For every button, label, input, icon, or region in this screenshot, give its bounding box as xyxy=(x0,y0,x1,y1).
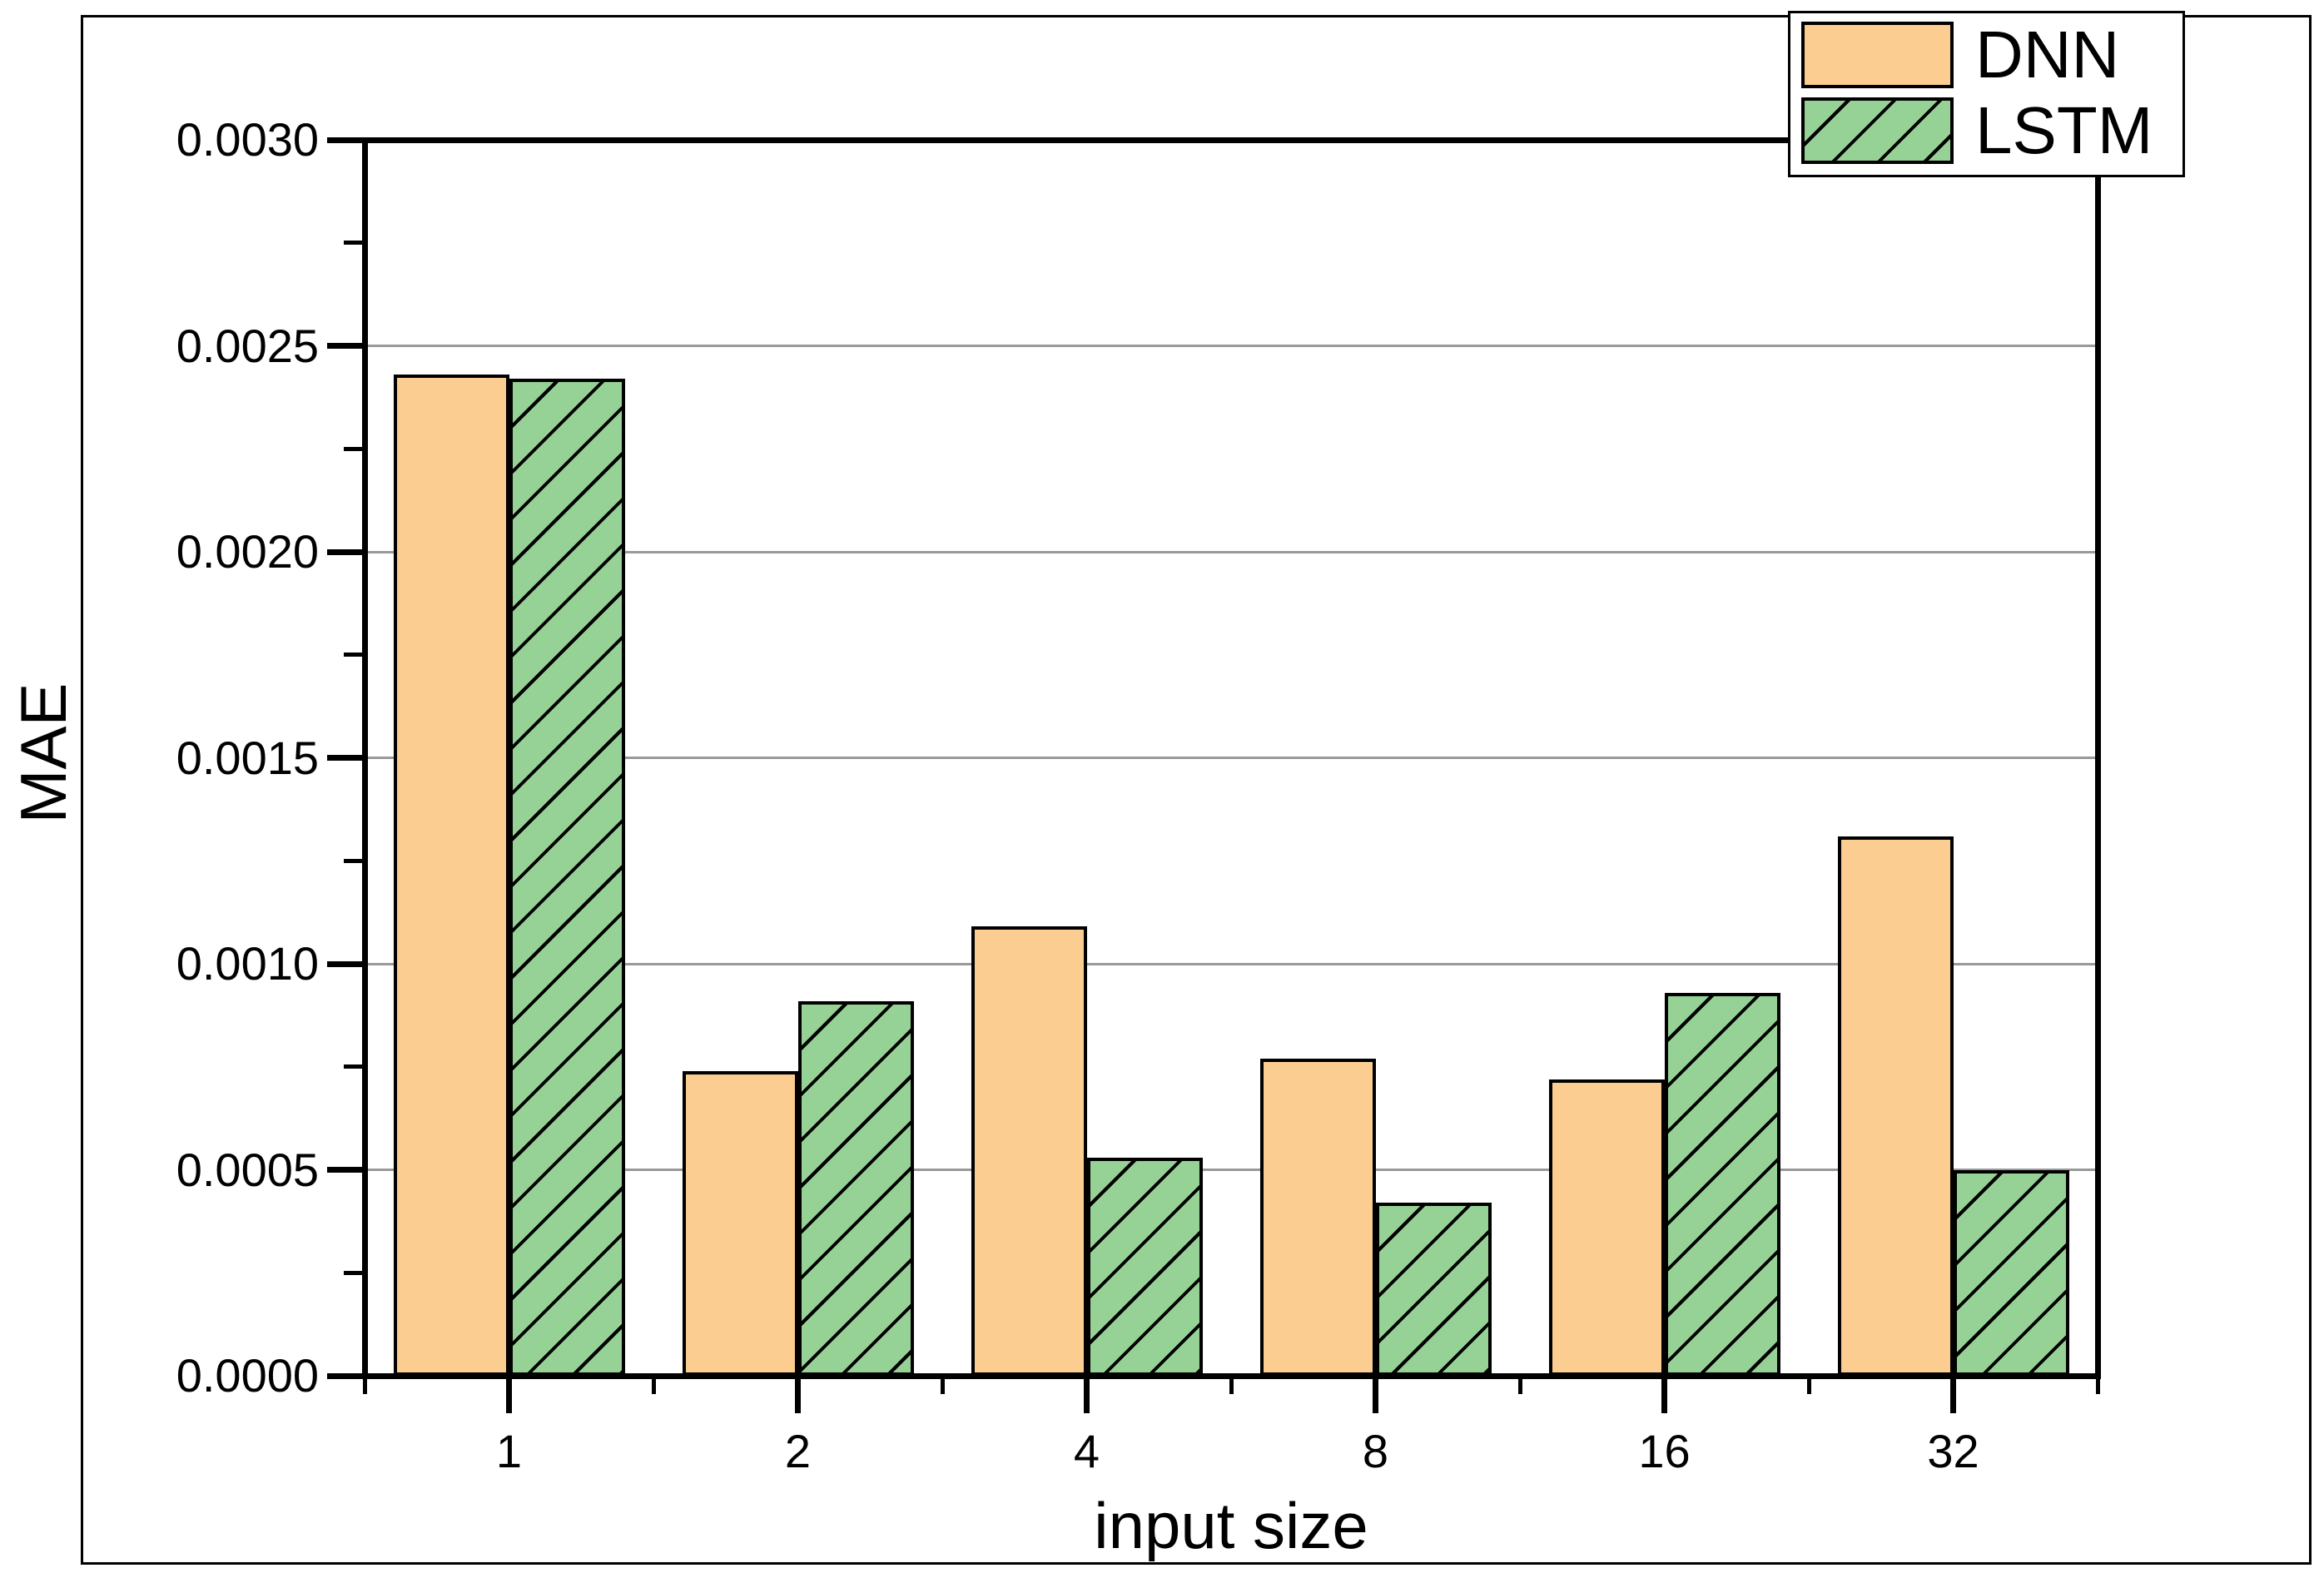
x-tick-label: 2 xyxy=(784,1425,812,1477)
y-minor-tick xyxy=(344,653,365,658)
x-tick-label: 8 xyxy=(1362,1425,1389,1477)
x-axis-title: input size xyxy=(1094,1489,1368,1562)
x-minor-tick xyxy=(651,1376,656,1394)
legend-swatch-lstm xyxy=(1801,97,1954,164)
bottom-spine xyxy=(362,1373,2101,1379)
y-minor-tick xyxy=(344,858,365,863)
bar-lstm-4 xyxy=(1086,1157,1203,1376)
right-spine xyxy=(2095,137,2101,1379)
x-tick-label: 16 xyxy=(1638,1425,1691,1477)
x-minor-tick xyxy=(940,1376,945,1394)
bar-dnn-1 xyxy=(393,375,509,1376)
x-minor-tick xyxy=(362,1376,367,1394)
bar-lstm-32 xyxy=(1953,1169,2069,1376)
bar-lstm-8 xyxy=(1375,1203,1492,1376)
gridline xyxy=(365,757,2098,759)
y-tick-label: 0.0015 xyxy=(176,731,319,784)
gridline xyxy=(365,550,2098,553)
y-tick-label: 0.0030 xyxy=(176,113,319,166)
y-major-tick xyxy=(327,755,365,761)
bar-dnn-2 xyxy=(682,1070,798,1376)
legend-label-lstm: LSTM xyxy=(1975,93,2153,167)
y-minor-tick xyxy=(344,446,365,451)
y-major-tick xyxy=(327,1167,365,1173)
y-minor-tick xyxy=(344,1270,365,1275)
top-spine xyxy=(362,137,2101,143)
legend-row-lstm: LSTM xyxy=(1801,97,2182,164)
gridline xyxy=(365,345,2098,347)
y-major-tick xyxy=(327,548,365,555)
legend-swatch-dnn xyxy=(1801,22,1954,88)
figure-border xyxy=(81,15,2312,1565)
bar-lstm-16 xyxy=(1664,992,1780,1376)
gridline xyxy=(365,1169,2098,1171)
y-minor-tick xyxy=(344,241,365,246)
bar-lstm-2 xyxy=(797,1000,914,1376)
x-tick-label: 1 xyxy=(495,1425,523,1477)
bar-dnn-8 xyxy=(1259,1058,1376,1376)
bar-dnn-4 xyxy=(971,926,1087,1376)
legend: DNN LSTM xyxy=(1788,11,2185,177)
legend-row-dnn: DNN xyxy=(1801,22,2182,88)
x-major-tick xyxy=(1950,1376,1956,1413)
x-tick-label: 32 xyxy=(1927,1425,1979,1477)
bar-lstm-1 xyxy=(509,379,625,1376)
y-major-tick xyxy=(327,1372,365,1379)
bar-dnn-32 xyxy=(1837,836,1954,1376)
legend-label-dnn: DNN xyxy=(1975,17,2120,92)
x-minor-tick xyxy=(1806,1376,1811,1394)
gridline xyxy=(365,962,2098,965)
y-major-tick xyxy=(327,960,365,967)
x-minor-tick xyxy=(2095,1376,2100,1394)
y-axis-title: MAE xyxy=(7,682,80,824)
x-tick-label: 4 xyxy=(1073,1425,1100,1477)
x-minor-tick xyxy=(1229,1376,1234,1394)
x-major-tick xyxy=(1661,1376,1667,1413)
y-major-tick xyxy=(327,136,365,143)
x-major-tick xyxy=(795,1376,801,1413)
y-tick-label: 0.0020 xyxy=(176,525,319,578)
y-tick-label: 0.0025 xyxy=(176,319,319,372)
y-minor-tick xyxy=(344,1064,365,1069)
y-tick-label: 0.0010 xyxy=(176,937,319,990)
y-tick-label: 0.0005 xyxy=(176,1143,319,1196)
x-major-tick xyxy=(1084,1376,1090,1413)
x-major-tick xyxy=(506,1376,512,1413)
y-tick-label: 0.0000 xyxy=(176,1349,319,1402)
y-major-tick xyxy=(327,343,365,349)
x-major-tick xyxy=(1373,1376,1378,1413)
left-spine xyxy=(362,137,368,1379)
bar-dnn-16 xyxy=(1548,1079,1665,1376)
x-minor-tick xyxy=(1517,1376,1522,1394)
